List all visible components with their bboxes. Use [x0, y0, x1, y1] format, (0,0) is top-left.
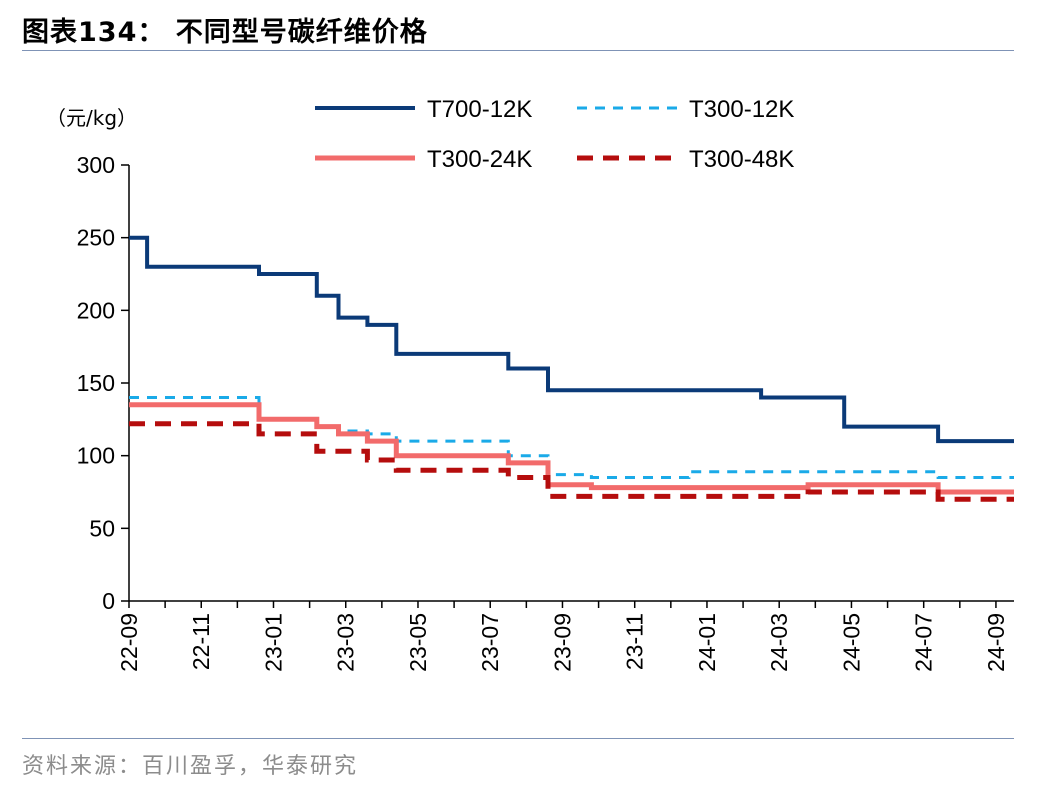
chart-axes: 0 50 100 150 200 250 300 22-09 22-11 23-01 23-03 23… [77, 152, 1014, 672]
series-line-t300-24k [129, 402, 1014, 495]
y-axis-unit: （元/kg） [46, 106, 137, 130]
y-tick-label: 50 [89, 515, 115, 541]
y-tick-label: 300 [77, 152, 115, 178]
y-tick-label: 250 [77, 225, 115, 251]
series-line-t700-12k [129, 235, 1014, 444]
legend-label-t300-48k: T300-48K [689, 146, 794, 173]
data-source: 资料来源：百川盈孚，华泰研究 [22, 754, 359, 779]
chart-legend: T700-12K T300-12K T300-24K T300-48K [315, 96, 794, 173]
x-tick-label: 24-09 [983, 613, 1009, 672]
x-tick-label: 23-07 [477, 613, 503, 672]
chart-title: 图表134： 不同型号碳纤维价格 [22, 17, 428, 48]
x-tick-label: 24-03 [766, 613, 792, 672]
x-tick-label: 24-05 [838, 613, 864, 672]
chart-plot-area [129, 235, 1014, 502]
x-tick-label: 24-07 [911, 613, 937, 672]
x-tick-label: 22-11 [188, 613, 214, 670]
x-tick-label: 23-11 [622, 613, 648, 670]
x-tick-label: 22-09 [116, 613, 142, 672]
legend-label-t300-12k: T300-12K [689, 96, 794, 123]
legend-label-t300-24k: T300-24K [427, 146, 532, 173]
series-line-t300-48k [129, 421, 1014, 502]
y-tick-label: 200 [77, 297, 115, 323]
x-tick-label: 23-01 [260, 613, 286, 672]
x-tick-label: 23-05 [405, 613, 431, 672]
series-line-t300-12k [129, 396, 1014, 479]
x-tick-label: 24-01 [694, 613, 720, 672]
title-rule [22, 50, 1014, 51]
x-tick-label: 23-03 [333, 613, 359, 672]
x-tick-label: 23-09 [549, 613, 575, 672]
y-tick-label: 150 [77, 370, 115, 396]
footer-rule [22, 738, 1014, 739]
legend-label-t700-12k: T700-12K [427, 96, 532, 123]
y-tick-label: 100 [77, 443, 115, 469]
y-tick-label: 0 [102, 588, 115, 614]
